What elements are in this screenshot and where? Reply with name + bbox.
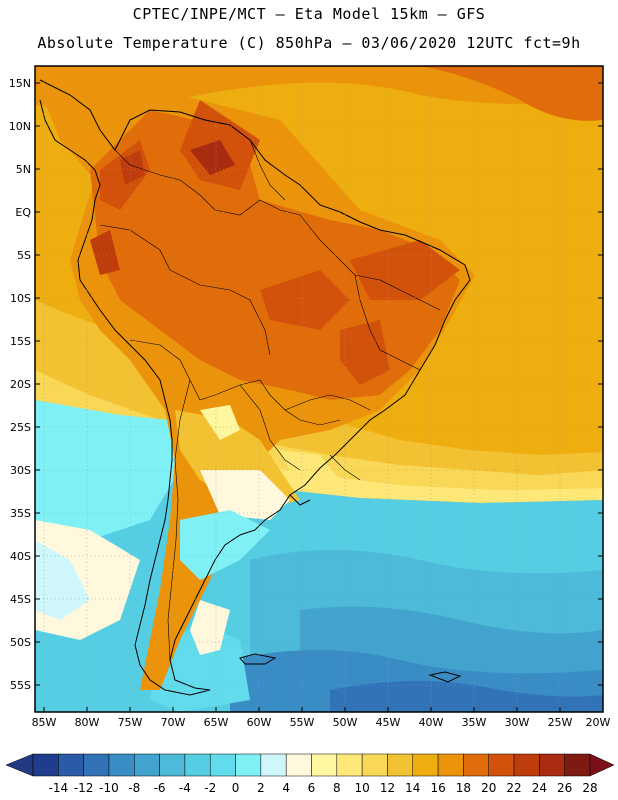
colorbar-label: 20 — [481, 781, 496, 795]
chart-title-line2: Absolute Temperature (C) 850hPa – 03/06/… — [37, 34, 581, 52]
colorbar-swatch — [336, 753, 363, 777]
colorbar-swatch — [564, 753, 591, 777]
lat-label: 30S — [10, 464, 31, 477]
colorbar-label: 2 — [257, 781, 265, 795]
lat-label: 45S — [10, 593, 31, 606]
colorbar: -14 -12 -10 -8 -6 -4 -2 0 2 4 6 8 10 12 14 16 18 20 22 24 26… — [5, 753, 615, 795]
colorbar-swatch — [134, 753, 160, 777]
colorbar-label: 22 — [506, 781, 521, 795]
colorbar-label: -12 — [74, 781, 94, 795]
lat-label: 55S — [10, 679, 31, 692]
colorbar-swatch — [235, 753, 262, 777]
colorbar-swatch — [437, 753, 464, 777]
colorbar-label: 18 — [456, 781, 471, 795]
lon-label: 80W — [75, 716, 100, 729]
lat-label: 15N — [9, 77, 31, 90]
colorbar-swatch — [412, 753, 439, 777]
lat-label: 40S — [10, 550, 31, 563]
colorbar-swatch — [488, 753, 515, 777]
colorbar-label: -2 — [204, 781, 216, 795]
colorbar-swatch — [108, 753, 135, 777]
colorbar-swatch — [184, 753, 211, 777]
colorbar-label: 4 — [282, 781, 290, 795]
lat-label: 10N — [9, 120, 31, 133]
lon-label: 20W — [586, 716, 611, 729]
colorbar-label: 24 — [532, 781, 547, 795]
latitude-labels: 15N 10N 5N EQ 5S 10S 15S 20S 25S 30S 35S… — [9, 77, 32, 692]
lat-label: 20S — [10, 378, 31, 391]
colorbar-swatch — [32, 753, 59, 777]
colorbar-swatch — [311, 753, 338, 777]
chart-title-line1: CPTEC/INPE/MCT – Eta Model 15km – GFS — [132, 5, 486, 23]
lon-label: 85W — [32, 716, 57, 729]
lat-label: 15S — [10, 335, 31, 348]
lon-label: 35W — [462, 716, 487, 729]
colorbar-label: 28 — [582, 781, 597, 795]
colorbar-swatch — [513, 753, 540, 777]
lon-label: 65W — [204, 716, 229, 729]
axis-ticks — [35, 82, 603, 712]
lat-label: 5S — [17, 249, 31, 262]
lon-label: 75W — [118, 716, 143, 729]
colorbar-label: 10 — [354, 781, 369, 795]
colorbar-swatch — [539, 753, 565, 777]
lon-label: 70W — [161, 716, 186, 729]
colorbar-label: -14 — [49, 781, 69, 795]
colorbar-label: -6 — [154, 781, 166, 795]
lat-label: EQ — [15, 206, 31, 219]
colorbar-label: 12 — [380, 781, 395, 795]
lon-label: 50W — [333, 716, 358, 729]
colorbar-label: -10 — [99, 781, 119, 795]
colorbar-arrow-low — [5, 753, 34, 777]
longitude-labels: 85W 80W 75W 70W 65W 60W 55W 50W 45W 40W … — [32, 716, 611, 729]
temperature-field — [35, 66, 603, 712]
lon-label: 30W — [505, 716, 530, 729]
lat-label: 25S — [10, 421, 31, 434]
colorbar-label: 6 — [308, 781, 316, 795]
colorbar-label: 8 — [333, 781, 341, 795]
lat-label: 35S — [10, 507, 31, 520]
map-frame — [34, 65, 604, 713]
colorbar-swatch — [387, 753, 414, 777]
lon-label: 55W — [290, 716, 315, 729]
colorbar-swatch — [285, 753, 312, 777]
colorbar-label: 26 — [557, 781, 572, 795]
lon-label: 40W — [419, 716, 444, 729]
lat-lon-grid — [35, 66, 603, 712]
colorbar-swatch — [209, 753, 236, 777]
colorbar-label: 14 — [405, 781, 420, 795]
lat-label: 10S — [10, 292, 31, 305]
lon-label: 25W — [548, 716, 573, 729]
colorbar-swatch — [58, 753, 84, 777]
colorbar-label: -4 — [179, 781, 191, 795]
lat-label: 50S — [10, 636, 31, 649]
coastlines — [39, 79, 471, 696]
lat-label: 5N — [16, 163, 31, 176]
lon-label: 45W — [376, 716, 401, 729]
colorbar-label: 0 — [232, 781, 240, 795]
country-borders — [99, 139, 441, 661]
colorbar-swatch — [361, 753, 388, 777]
colorbar-arrow-high — [589, 753, 615, 777]
colorbar-label: -8 — [128, 781, 140, 795]
colorbar-swatch — [83, 753, 110, 777]
colorbar-swatch — [260, 753, 287, 777]
colorbar-swatch — [159, 753, 186, 777]
colorbar-swatch — [463, 753, 489, 777]
colorbar-label: 16 — [430, 781, 445, 795]
lon-label: 60W — [247, 716, 272, 729]
